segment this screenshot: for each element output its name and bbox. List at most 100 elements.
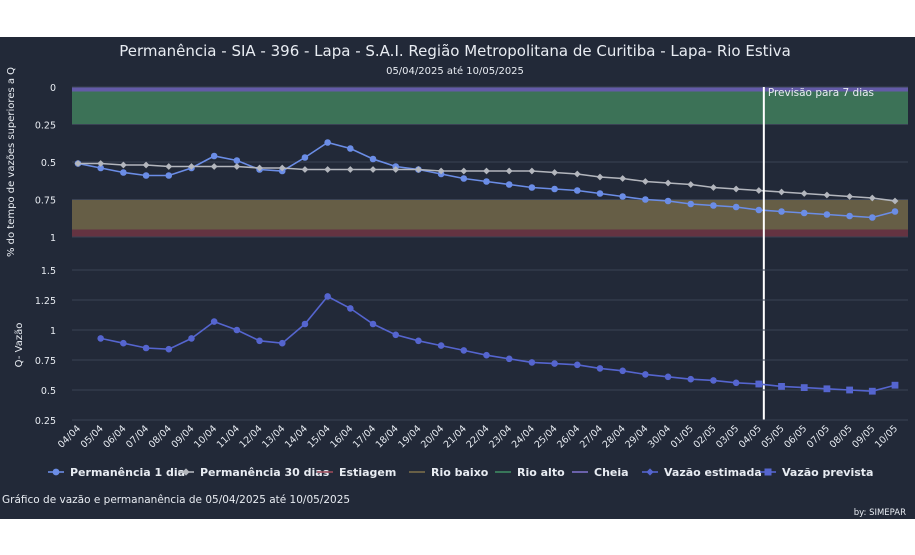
point-permanencia-1-dia xyxy=(800,209,808,217)
legend-item-estiagem: Estiagem xyxy=(317,466,396,479)
x-tick-label: 05/04 xyxy=(79,423,106,450)
legend-item-rio-baixo: Rio baixo xyxy=(409,466,489,479)
legend-item-cheia: Cheia xyxy=(572,466,629,479)
point-vazao-estimada xyxy=(347,305,354,312)
point-permanencia-30-dias xyxy=(392,166,400,173)
bottom-y-tick-label: 1 xyxy=(50,326,56,337)
x-tick-label: 16/04 xyxy=(328,423,355,450)
point-vazao-prevista xyxy=(778,383,785,390)
top-y-tick-label: 1 xyxy=(50,233,56,244)
x-tick-label: 11/04 xyxy=(215,423,242,450)
point-permanencia-1-dia xyxy=(165,172,173,179)
top-y-tick-label: 0.5 xyxy=(41,158,56,169)
x-tick-label: 06/04 xyxy=(101,423,128,450)
point-permanencia-30-dias xyxy=(346,166,354,173)
point-permanencia-30-dias xyxy=(415,166,422,173)
point-vazao-estimada xyxy=(120,339,127,347)
point-permanencia-1-dia xyxy=(710,202,717,209)
x-tick-label: 04/04 xyxy=(56,423,83,450)
legend-marker xyxy=(646,468,654,476)
point-permanencia-30-dias xyxy=(641,178,649,185)
point-permanencia-30-dias xyxy=(256,164,263,172)
point-permanencia-1-dia xyxy=(505,181,513,188)
point-permanencia-30-dias xyxy=(619,175,627,182)
x-tick-label: 23/04 xyxy=(487,423,514,450)
point-vazao-estimada xyxy=(483,351,490,359)
point-permanencia-30-dias xyxy=(97,160,105,167)
point-permanencia-1-dia xyxy=(97,164,104,172)
legend-label: Vazão estimada xyxy=(664,466,762,479)
point-permanencia-30-dias xyxy=(324,166,332,173)
x-tick-label: 28/04 xyxy=(601,423,628,450)
point-vazao-estimada xyxy=(687,375,695,383)
point-vazao-estimada xyxy=(392,331,400,339)
point-vazao-estimada xyxy=(278,339,286,347)
top-y-axis-title: % do tempo de vazões superiores a Q xyxy=(6,67,17,257)
point-vazao-prevista xyxy=(846,386,854,394)
point-permanencia-1-dia xyxy=(120,169,127,176)
point-permanencia-30-dias xyxy=(800,190,808,197)
point-permanencia-1-dia xyxy=(483,178,490,185)
legend-marker xyxy=(52,468,60,476)
x-tick-label: 18/04 xyxy=(374,423,401,450)
point-permanencia-30-dias xyxy=(278,164,286,172)
x-tick-label: 06/05 xyxy=(782,423,809,450)
point-vazao-estimada xyxy=(573,361,581,369)
series-line-vazao-estimada xyxy=(100,295,759,385)
x-tick-label: 19/04 xyxy=(396,423,423,450)
band-rio-baixo xyxy=(72,199,908,230)
x-tick-label: 09/05 xyxy=(850,423,877,450)
point-vazao-estimada xyxy=(210,318,218,325)
chart: Permanência - SIA - 396 - Lapa - S.A.I. … xyxy=(2,42,908,518)
chart-title: Permanência - SIA - 396 - Lapa - S.A.I. … xyxy=(119,42,791,60)
point-permanencia-1-dia xyxy=(347,145,354,152)
band-estiagem xyxy=(72,229,908,237)
point-permanencia-1-dia xyxy=(528,184,536,191)
point-permanencia-1-dia xyxy=(755,206,763,214)
x-tick-label: 22/04 xyxy=(464,423,491,450)
bottom-y-tick-label: 1.25 xyxy=(35,296,56,307)
bottom-y-tick-label: 0.25 xyxy=(35,416,56,427)
x-tick-label: 08/04 xyxy=(147,423,174,450)
point-permanencia-1-dia xyxy=(324,139,331,146)
bottom-y-axis-title: Q- Vazão xyxy=(14,323,25,368)
point-vazao-estimada xyxy=(165,345,173,353)
point-vazao-prevista xyxy=(891,381,899,389)
point-permanencia-1-dia xyxy=(823,211,831,218)
x-tick-label: 25/04 xyxy=(533,423,560,450)
x-tick-label: 13/04 xyxy=(260,423,287,450)
point-permanencia-30-dias xyxy=(710,184,717,191)
legend-label: Estiagem xyxy=(339,466,396,479)
legend-label: Permanência 1 dia xyxy=(70,466,185,479)
point-permanencia-1-dia xyxy=(778,208,785,215)
legend-label: Vazão prevista xyxy=(782,466,873,479)
point-vazao-prevista xyxy=(755,380,763,388)
x-tick-label: 20/04 xyxy=(419,423,446,450)
point-vazao-estimada xyxy=(97,335,104,342)
credit-text: by: SIMEPAR xyxy=(854,508,906,518)
top-panel: 0 0.25 0.5 0.75 1 % do tempo de vazões superi… xyxy=(6,67,908,420)
x-tick-label: 24/04 xyxy=(510,423,537,450)
point-permanencia-30-dias xyxy=(868,194,876,202)
point-permanencia-1-dia xyxy=(869,214,876,221)
point-permanencia-30-dias xyxy=(142,161,150,169)
x-tick-label: 08/05 xyxy=(828,423,855,450)
x-tick-label: 03/05 xyxy=(714,423,741,450)
point-vazao-estimada xyxy=(528,359,536,366)
point-permanencia-30-dias xyxy=(188,163,195,170)
x-tick-label: 12/04 xyxy=(238,423,265,450)
point-permanencia-30-dias xyxy=(74,160,82,167)
point-permanencia-30-dias xyxy=(573,170,581,178)
x-tick-label: 26/04 xyxy=(555,423,582,450)
legend-label: Rio baixo xyxy=(431,466,489,479)
point-permanencia-1-dia xyxy=(301,154,309,161)
point-permanencia-1-dia xyxy=(142,172,150,179)
x-tick-label: 07/05 xyxy=(805,423,832,450)
x-tick-label: 10/04 xyxy=(192,423,219,450)
x-tick-label: 15/04 xyxy=(306,423,333,450)
legend-item-vazao-estimada: Vazão estimada xyxy=(642,466,762,479)
legend-item-permanencia-1-dia: Permanência 1 dia xyxy=(48,466,185,479)
x-tick-label: 05/05 xyxy=(760,423,787,450)
bottom-y-tick-label: 1.5 xyxy=(41,266,56,277)
point-vazao-estimada xyxy=(619,367,626,375)
